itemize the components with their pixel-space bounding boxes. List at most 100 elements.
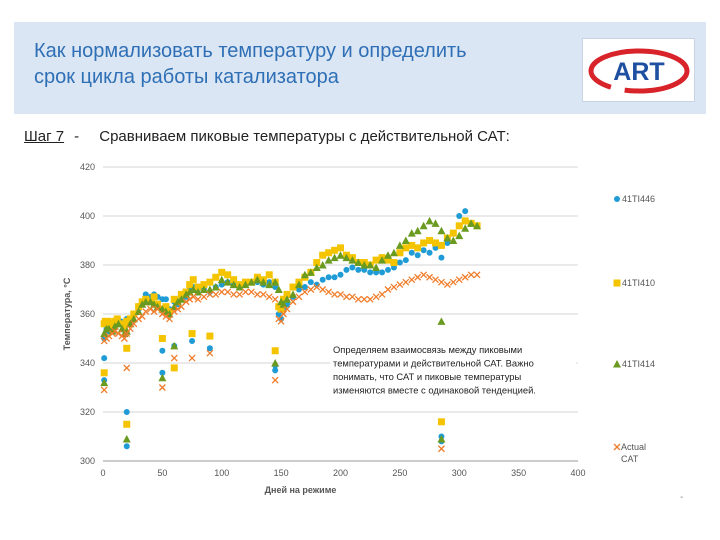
point-actual-cat (218, 288, 226, 296)
point-41ti414 (384, 251, 392, 259)
point-actual-cat (162, 312, 170, 320)
step-number: Шаг 7 (24, 128, 65, 145)
point-41ti410 (170, 364, 178, 372)
point-actual-cat (408, 276, 416, 284)
legend-marker-41ti414 (613, 360, 621, 368)
x-tick-label: 400 (570, 468, 585, 478)
point-41ti414 (437, 317, 446, 325)
annotation-line-2: температурами и действительной САТ. Важн… (333, 358, 534, 369)
point-41ti414 (211, 283, 220, 291)
point-41ti446 (396, 259, 403, 266)
point-41ti410 (432, 239, 439, 247)
point-41ti410 (135, 303, 143, 311)
point-41ti414 (110, 322, 119, 330)
point-41ti414 (274, 285, 283, 293)
point-41ti414 (259, 278, 268, 286)
point-41ti410 (130, 310, 138, 318)
point-41ti446 (337, 271, 344, 278)
point-41ti414 (205, 285, 214, 293)
point-41ti414 (279, 300, 288, 308)
point-41ti446 (319, 276, 326, 283)
point-41ti446 (307, 279, 314, 286)
point-41ti414 (265, 280, 274, 289)
point-actual-cat (147, 305, 154, 313)
point-41ti446 (189, 337, 196, 344)
point-actual-cat (206, 349, 214, 357)
point-actual-cat (150, 308, 158, 316)
point-actual-cat (372, 293, 380, 301)
point-actual-cat (331, 290, 339, 298)
point-41ti446 (206, 345, 213, 352)
page-mark: - (680, 492, 684, 503)
point-actual-cat (280, 310, 287, 318)
point-41ti414 (253, 275, 262, 284)
point-41ti410 (372, 256, 380, 264)
point-actual-cat (271, 376, 279, 384)
point-41ti414 (235, 283, 244, 291)
point-41ti414 (114, 319, 123, 328)
art-logo-icon: ART (588, 48, 690, 94)
point-actual-cat (259, 290, 267, 298)
point-actual-cat (230, 290, 238, 298)
point-41ti414 (366, 261, 375, 269)
point-actual-cat (105, 332, 113, 340)
point-actual-cat (206, 290, 214, 298)
point-actual-cat (170, 308, 178, 316)
point-41ti410 (170, 295, 178, 303)
point-41ti410 (123, 420, 131, 428)
point-actual-cat (443, 281, 451, 289)
point-actual-cat (366, 295, 374, 303)
point-actual-cat (420, 271, 428, 279)
point-actual-cat (114, 330, 122, 338)
point-41ti446 (123, 409, 130, 415)
point-41ti410 (420, 239, 428, 247)
x-tick-label: 200 (333, 468, 348, 478)
point-actual-cat (461, 273, 469, 281)
point-41ti410 (390, 259, 398, 267)
legend-marker-41ti410 (613, 279, 621, 287)
point-41ti410 (100, 369, 108, 377)
annotation-box (330, 342, 576, 404)
point-actual-cat (111, 327, 119, 335)
point-actual-cat (158, 310, 166, 318)
point-41ti414 (247, 278, 256, 286)
point-41ti446 (272, 367, 279, 374)
point-41ti410 (402, 244, 410, 252)
point-41ti446 (349, 264, 356, 271)
point-actual-cat (295, 293, 303, 301)
point-41ti410 (188, 330, 196, 338)
point-actual-cat (271, 295, 279, 303)
point-actual-cat (189, 293, 197, 301)
point-actual-cat (123, 364, 131, 372)
x-tick-label: 350 (511, 468, 526, 478)
point-actual-cat (437, 445, 445, 453)
point-41ti414 (294, 280, 303, 289)
point-41ti414 (455, 231, 464, 240)
point-41ti410 (396, 249, 404, 257)
point-actual-cat (473, 271, 481, 279)
slide-title-line-1: Как нормализовать температуру и определи… (34, 40, 467, 62)
point-41ti414 (223, 278, 232, 286)
point-41ti414 (354, 258, 363, 267)
point-41ti446 (159, 347, 166, 354)
point-41ti446 (414, 252, 421, 259)
point-actual-cat (384, 286, 392, 293)
point-41ti410 (126, 315, 134, 323)
point-41ti446 (456, 213, 463, 219)
x-tick-label: 100 (214, 468, 229, 478)
point-41ti414 (138, 300, 147, 308)
point-41ti414 (300, 270, 309, 279)
point-actual-cat (325, 288, 333, 296)
point-41ti410 (200, 281, 208, 289)
point-41ti410 (162, 303, 170, 311)
point-41ti410 (194, 283, 202, 291)
point-actual-cat (236, 290, 244, 298)
point-41ti410 (177, 290, 185, 298)
point-actual-cat (348, 293, 356, 301)
point-41ti446 (426, 249, 433, 256)
point-41ti446 (385, 266, 391, 273)
x-tick-label: 50 (157, 468, 167, 478)
y-tick-label: 380 (80, 260, 95, 270)
point-actual-cat (158, 384, 166, 391)
point-41ti414 (153, 302, 162, 311)
